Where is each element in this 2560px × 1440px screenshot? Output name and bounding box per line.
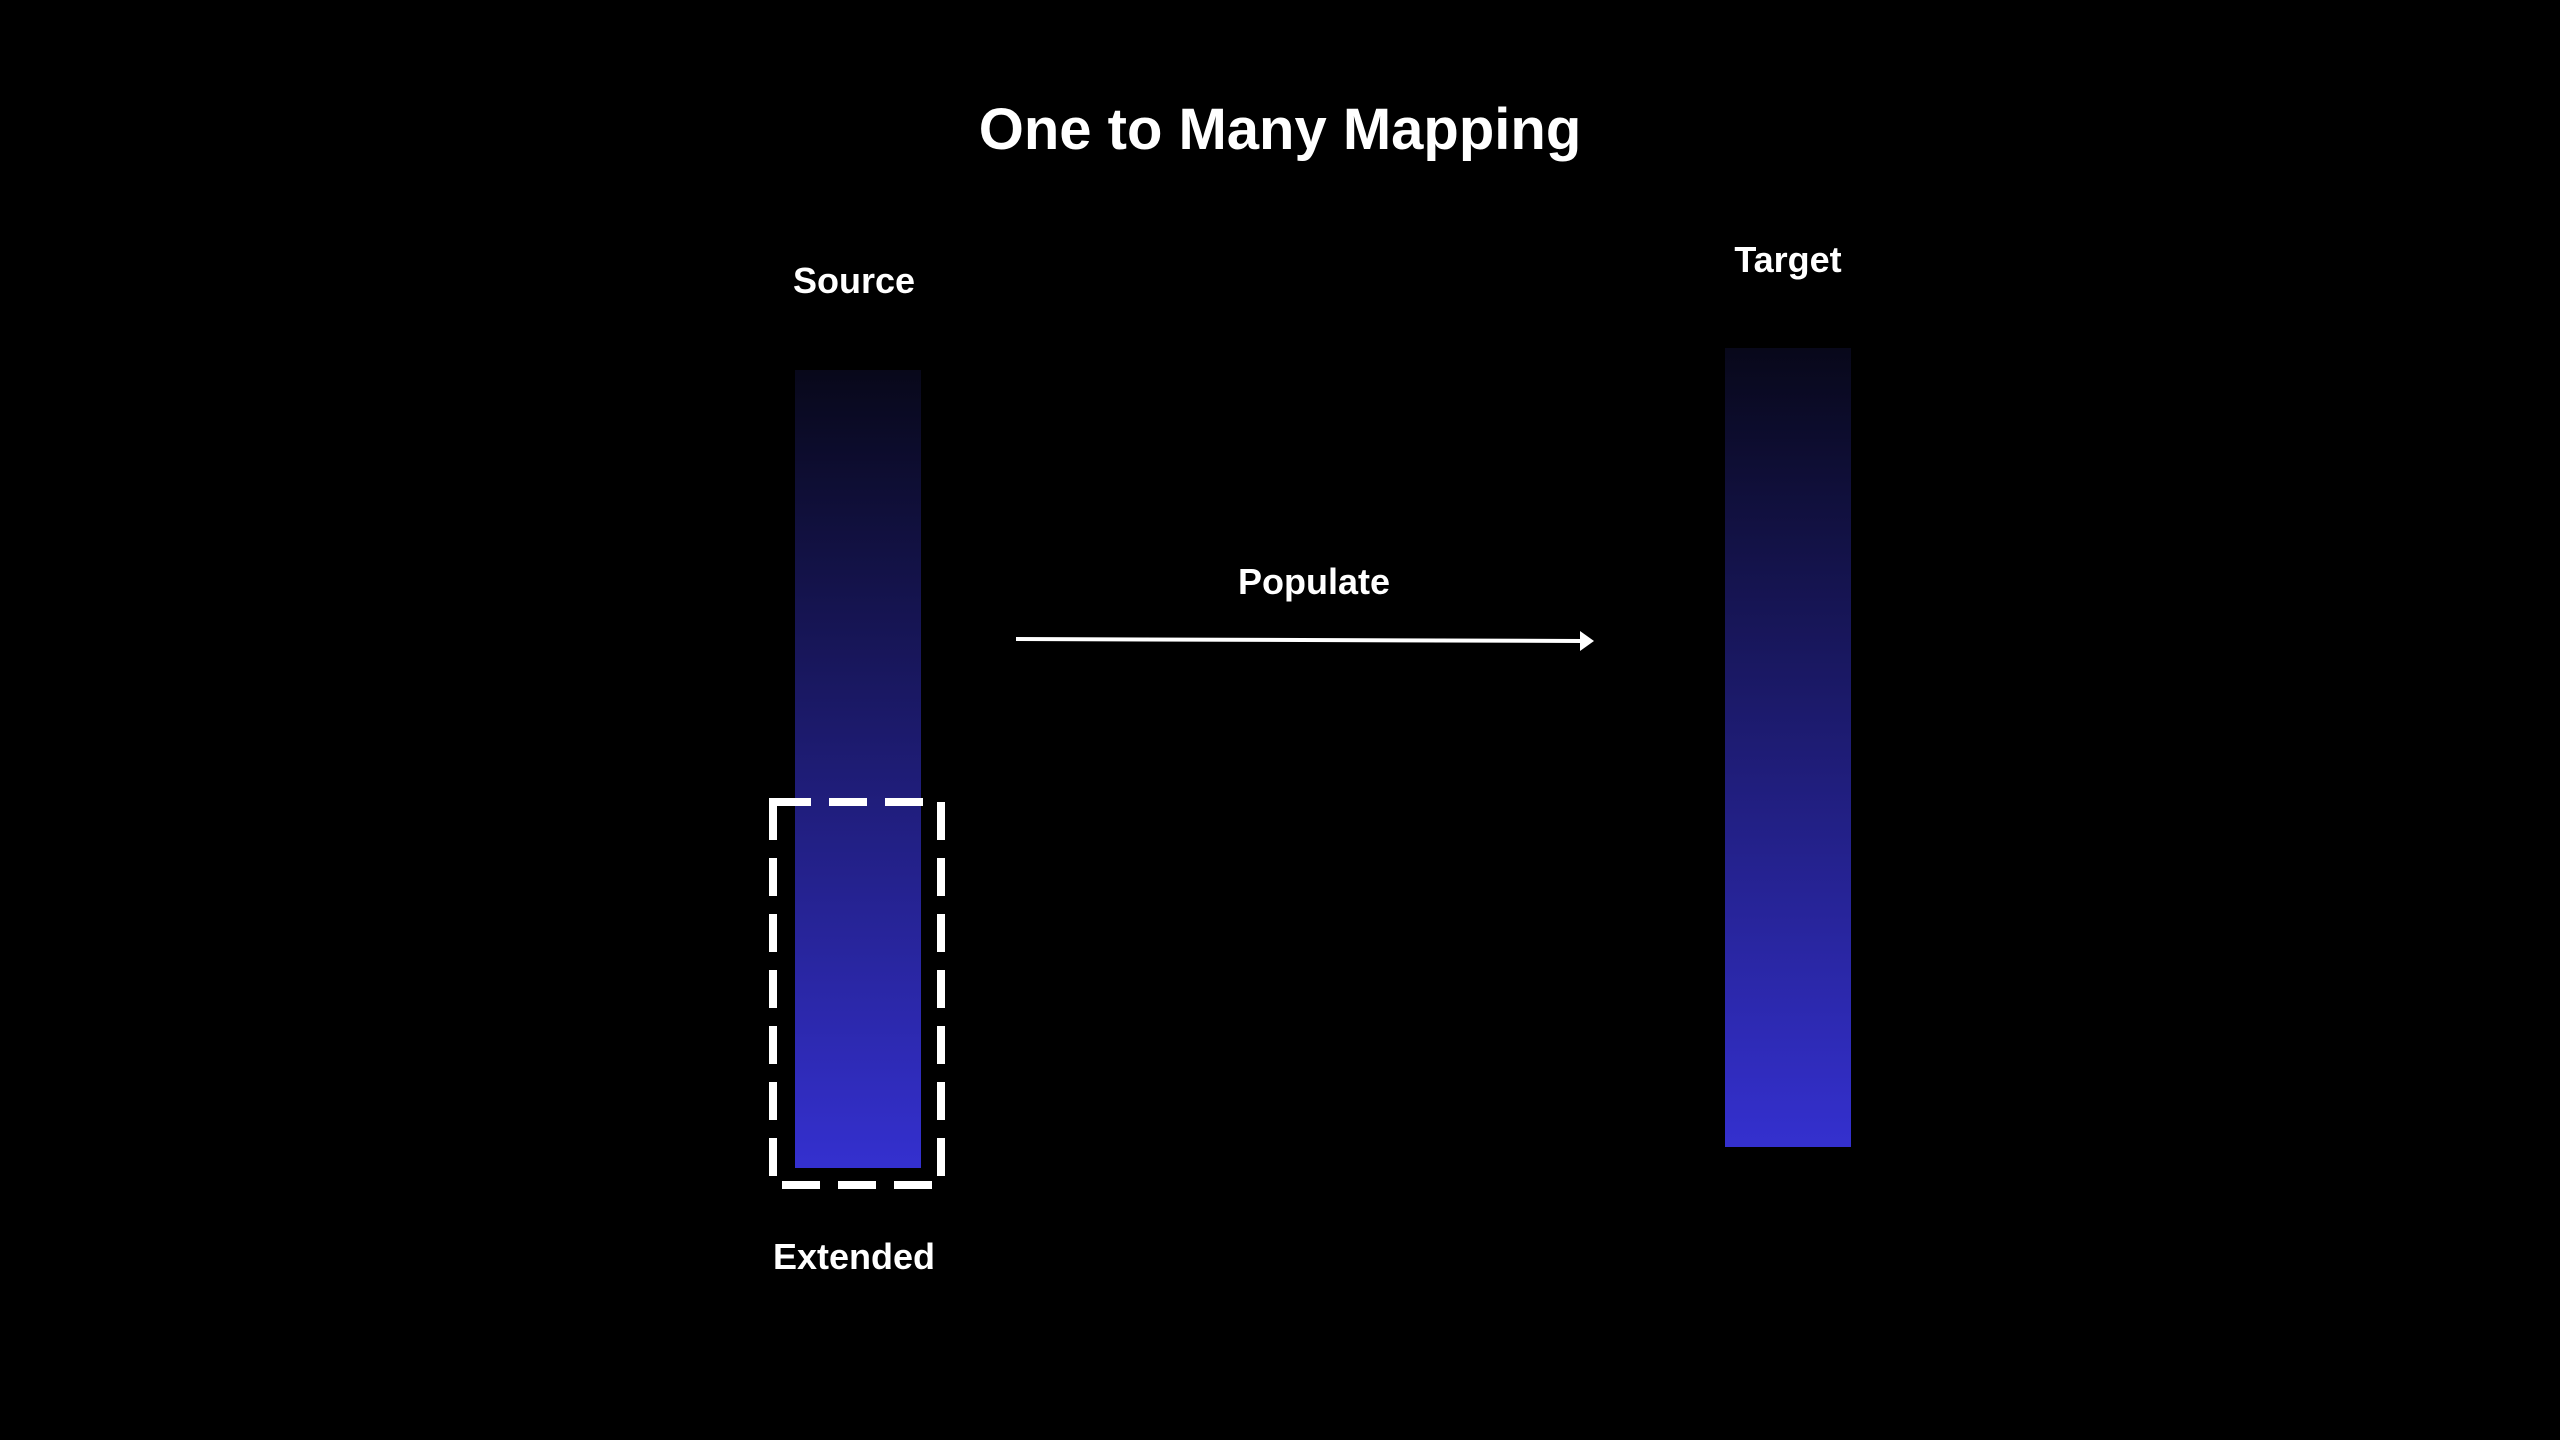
arrow-head-icon (1580, 631, 1594, 651)
extended-region-border (769, 798, 945, 1189)
source-column-fill (795, 370, 921, 1168)
target-column-fill (1725, 348, 1851, 1147)
populate-label: Populate (1237, 561, 1390, 602)
target-column (1725, 348, 1851, 1147)
source-column (795, 370, 921, 1168)
arrow-shaft (1016, 637, 1583, 643)
source-label: Source (792, 260, 916, 301)
extended-region (769, 798, 945, 1189)
diagram-title: One to Many Mapping (978, 97, 1582, 162)
populate-arrow (1016, 631, 1594, 651)
target-label: Target (1734, 239, 1842, 280)
extended-label: Extended (772, 1236, 936, 1277)
